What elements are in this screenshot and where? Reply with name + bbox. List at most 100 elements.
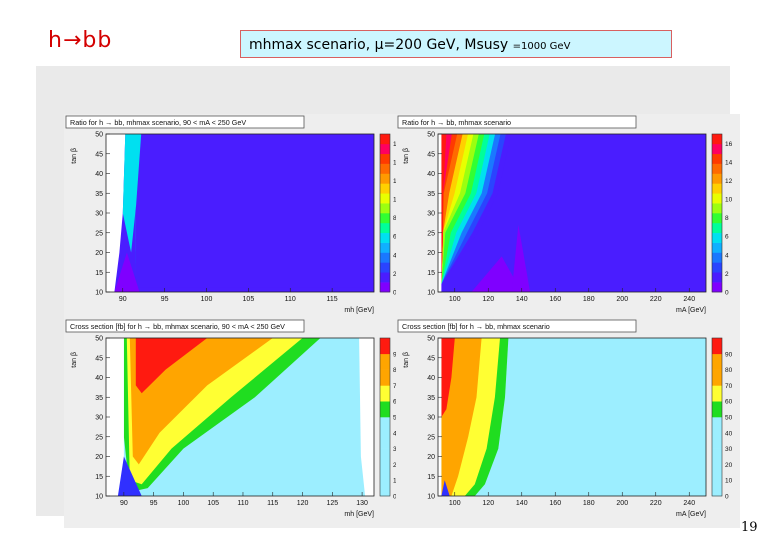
colorbar-tick-label: 10 [725, 197, 733, 204]
ratio-vs-mh-plot: Ratio for h → bb, mhmax scenario, 90 < m… [64, 114, 408, 324]
colorbar-segment [712, 153, 722, 164]
colorbar-segment [380, 464, 390, 481]
colorbar-segment [712, 448, 722, 465]
heatmap-band [135, 134, 374, 288]
low-region [441, 480, 450, 496]
y-tick-label: 45 [427, 151, 435, 158]
excluded-region-right [359, 338, 374, 496]
y-tick-label: 45 [95, 151, 103, 158]
y-tick-label: 10 [95, 494, 103, 501]
colorbar-tick-label: 0 [393, 290, 397, 297]
colorbar-tick-label: 8 [393, 215, 397, 222]
y-tick-label: 40 [95, 375, 103, 382]
x-tick-label: 220 [650, 296, 662, 303]
colorbar-frame [379, 337, 391, 497]
colorbar-segment [712, 232, 722, 243]
y-tick-label: 35 [427, 395, 435, 402]
colorbar-segment [380, 183, 390, 194]
colorbar-tick-label: 70 [725, 383, 733, 390]
scenario-text: mhmax scenario, μ=200 GeV, Msusy [249, 37, 513, 53]
plot-title-box [65, 319, 305, 333]
colorbar-segment [380, 401, 390, 418]
y-tick-label: 20 [427, 454, 435, 461]
colorbar-frame [711, 337, 723, 497]
x-tick-label: 200 [616, 296, 628, 303]
colorbar-segment [712, 203, 722, 214]
colorbar-segment [712, 173, 722, 184]
colorbar-segment [380, 242, 390, 253]
x-tick-label: 100 [178, 500, 190, 507]
x-tick-label: 105 [243, 296, 255, 303]
colorbar-tick-label: 0 [725, 290, 729, 297]
y-tick-label: 35 [95, 395, 103, 402]
y-tick-label: 40 [427, 375, 435, 382]
colorbar-tick-label: 6 [725, 234, 729, 241]
y-tick-label: 15 [95, 474, 103, 481]
x-tick-label: 130 [356, 500, 368, 507]
x-tick-label: 240 [683, 500, 695, 507]
y-axis-label: tan β [71, 148, 78, 164]
excluded-region [106, 134, 126, 292]
x-tick-label: 110 [237, 500, 248, 507]
colorbar-segment [712, 242, 722, 253]
colorbar-segment [380, 153, 390, 164]
colorbar-tick-label: 4 [393, 252, 397, 259]
xsec-vs-mh-plot: Cross section [fb] for h → bb, mhmax sce… [64, 318, 408, 528]
low-region [471, 256, 522, 292]
x-tick-label: 160 [549, 296, 561, 303]
colorbar-segment [712, 432, 722, 449]
figure-grid: Ratio for h → bb, mhmax scenario, 90 < m… [36, 66, 740, 528]
y-tick-label: 25 [427, 230, 435, 237]
x-axis-label: mh [GeV] [344, 307, 374, 314]
colorbar-segment [712, 369, 722, 386]
y-tick-label: 20 [95, 454, 103, 461]
y-tick-label: 50 [427, 132, 435, 139]
y-tick-label: 25 [427, 434, 435, 441]
colorbar-segment [712, 183, 722, 194]
y-tick-label: 25 [95, 434, 103, 441]
colorbar-segment [712, 353, 722, 370]
xsec-vs-ma-plot: Cross section [fb] for h → bb, mhmax sce… [396, 318, 740, 528]
colorbar-tick-label: 10 [725, 478, 733, 485]
x-tick-label: 90 [120, 500, 128, 507]
x-tick-label: 240 [683, 296, 695, 303]
x-tick-label: 100 [449, 296, 461, 303]
y-tick-label: 30 [427, 211, 435, 218]
band-red [135, 338, 208, 394]
colorbar-segment [712, 417, 722, 434]
colorbar-segment [380, 369, 390, 386]
heatmap-area [438, 338, 706, 496]
plot-title-box [65, 115, 305, 129]
colorbar-segment [712, 272, 722, 283]
heatmap-band [441, 134, 447, 285]
colorbar-segment [380, 272, 390, 283]
heatmap-area [106, 134, 374, 292]
y-tick-label: 15 [427, 270, 435, 277]
colorbar-segment [712, 213, 722, 224]
colorbar-segment [380, 417, 390, 434]
colorbar-tick-label: 0 [725, 494, 729, 501]
colorbar-segment [380, 143, 390, 155]
x-tick-label: 160 [549, 500, 561, 507]
colorbar-segment [712, 464, 722, 481]
slide-title: h→bb [48, 28, 113, 53]
y-tick-label: 30 [427, 415, 435, 422]
y-tick-label: 40 [95, 171, 103, 178]
y-axis-label: tan β [403, 148, 410, 164]
x-tick-label: 105 [207, 500, 219, 507]
y-tick-label: 45 [95, 355, 103, 362]
colorbar-tick-label: 80 [725, 367, 733, 374]
x-tick-label: 100 [201, 296, 213, 303]
x-tick-label: 115 [327, 296, 338, 303]
plot-title: Cross section [fb] for h → bb, mhmax sce… [402, 322, 550, 331]
boundary-band [122, 134, 142, 253]
y-tick-label: 15 [95, 270, 103, 277]
colorbar-segment [380, 203, 390, 214]
colorbar-segment [712, 222, 722, 234]
y-tick-label: 45 [427, 355, 435, 362]
x-tick-label: 95 [161, 296, 169, 303]
y-tick-label: 35 [95, 191, 103, 198]
y-axis-label: tan β [71, 352, 78, 368]
colorbar-segment [380, 338, 390, 355]
colorbar-segment [712, 338, 722, 355]
